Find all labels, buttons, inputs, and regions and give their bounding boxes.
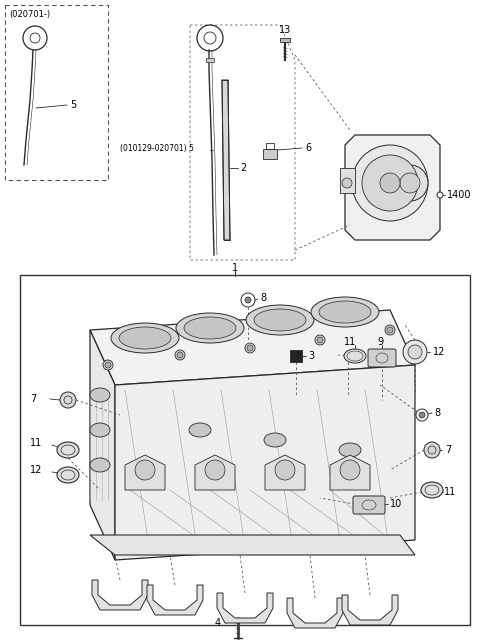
Circle shape — [416, 409, 428, 421]
Ellipse shape — [184, 317, 236, 339]
Polygon shape — [265, 455, 305, 490]
Circle shape — [342, 178, 352, 188]
Bar — [5, 5, 108, 180]
Text: 5: 5 — [70, 100, 76, 110]
Ellipse shape — [246, 305, 314, 335]
Ellipse shape — [319, 301, 371, 323]
Text: 11: 11 — [30, 438, 42, 448]
Ellipse shape — [90, 388, 110, 402]
Ellipse shape — [254, 309, 306, 331]
Polygon shape — [195, 455, 235, 490]
Polygon shape — [115, 365, 415, 560]
Circle shape — [437, 192, 443, 198]
Bar — [290, 350, 302, 362]
Circle shape — [245, 297, 251, 303]
Circle shape — [105, 362, 111, 368]
Ellipse shape — [90, 423, 110, 437]
Circle shape — [403, 340, 427, 364]
Ellipse shape — [189, 423, 211, 437]
Bar — [263, 149, 277, 159]
Text: 1: 1 — [232, 263, 238, 273]
Ellipse shape — [57, 467, 79, 483]
Circle shape — [380, 173, 400, 193]
Polygon shape — [345, 135, 440, 240]
Text: 13: 13 — [279, 25, 291, 35]
FancyBboxPatch shape — [353, 496, 385, 514]
Ellipse shape — [90, 458, 110, 472]
Polygon shape — [90, 535, 415, 555]
Text: 6: 6 — [305, 143, 311, 153]
Text: 1400: 1400 — [447, 190, 471, 200]
Ellipse shape — [57, 442, 79, 458]
Text: 11: 11 — [444, 487, 456, 497]
Text: (010129-020701) 5: (010129-020701) 5 — [120, 143, 194, 152]
Circle shape — [245, 343, 255, 353]
Circle shape — [315, 335, 325, 345]
Text: 7: 7 — [30, 394, 36, 404]
FancyBboxPatch shape — [368, 349, 396, 367]
Ellipse shape — [339, 443, 361, 457]
Polygon shape — [287, 598, 343, 628]
Circle shape — [247, 345, 253, 351]
Text: 8: 8 — [260, 293, 266, 303]
Circle shape — [275, 460, 295, 480]
Circle shape — [408, 345, 422, 359]
Ellipse shape — [311, 297, 379, 327]
Text: 3: 3 — [308, 351, 314, 361]
Circle shape — [385, 325, 395, 335]
Circle shape — [241, 293, 255, 307]
Bar — [280, 38, 290, 42]
Ellipse shape — [264, 433, 286, 447]
Circle shape — [103, 360, 113, 370]
Polygon shape — [92, 580, 148, 610]
Polygon shape — [342, 595, 398, 625]
Ellipse shape — [344, 349, 366, 363]
Bar — [206, 58, 214, 62]
Polygon shape — [147, 585, 203, 615]
Text: 12: 12 — [30, 465, 42, 475]
Circle shape — [177, 352, 183, 358]
Circle shape — [317, 337, 323, 343]
Text: 8: 8 — [434, 408, 440, 418]
Circle shape — [205, 460, 225, 480]
Circle shape — [340, 460, 360, 480]
Text: (020701-): (020701-) — [9, 10, 50, 19]
Bar — [340, 168, 355, 193]
Circle shape — [175, 350, 185, 360]
Ellipse shape — [111, 323, 179, 353]
Polygon shape — [217, 593, 273, 623]
Circle shape — [400, 173, 420, 193]
Polygon shape — [125, 455, 165, 490]
Text: 12: 12 — [433, 347, 445, 357]
Bar — [20, 275, 470, 625]
Ellipse shape — [119, 327, 171, 349]
Polygon shape — [90, 330, 115, 560]
Circle shape — [135, 460, 155, 480]
Circle shape — [419, 412, 425, 418]
Text: 10: 10 — [390, 499, 402, 509]
Ellipse shape — [176, 313, 244, 343]
Ellipse shape — [421, 482, 443, 498]
Text: 4: 4 — [215, 618, 221, 628]
Text: 7: 7 — [445, 445, 451, 455]
Text: 9: 9 — [377, 337, 383, 347]
Polygon shape — [90, 310, 415, 385]
Circle shape — [392, 165, 428, 201]
Circle shape — [352, 145, 428, 221]
Polygon shape — [330, 455, 370, 490]
Circle shape — [362, 155, 418, 211]
Bar — [266, 143, 274, 149]
Circle shape — [60, 392, 76, 408]
Circle shape — [424, 442, 440, 458]
Text: 2: 2 — [240, 163, 246, 173]
Polygon shape — [222, 80, 230, 240]
Circle shape — [387, 327, 393, 333]
Text: 11: 11 — [344, 337, 356, 347]
